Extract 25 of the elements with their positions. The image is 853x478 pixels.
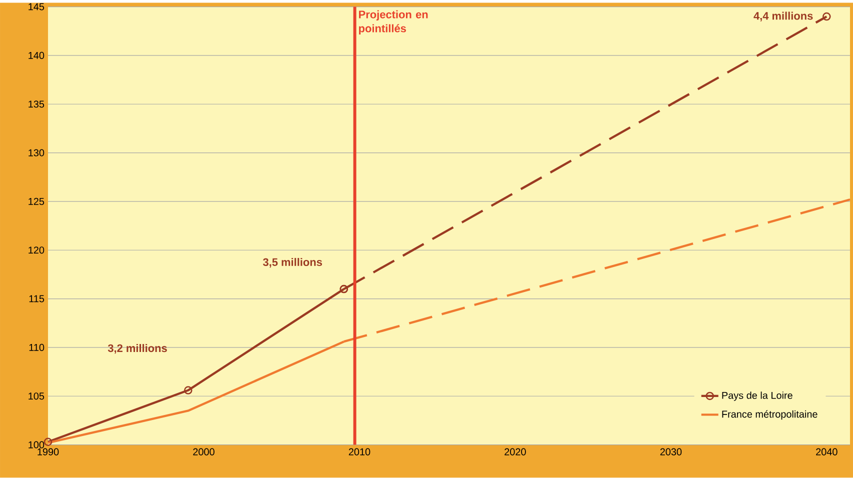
y-tick-label: 110 — [29, 344, 44, 352]
ref-line-label: Projection en pointillés — [359, 10, 428, 35]
y-tick-label: 125 — [28, 198, 44, 206]
annotation: 3,5 millions — [263, 258, 322, 268]
y-tick-label: 145 — [28, 3, 44, 10]
x-tick-label: 2030 — [660, 448, 682, 456]
y-tick-label: 115 — [29, 295, 44, 302]
y-tick-label: 140 — [28, 52, 44, 60]
y-tick-label: 135 — [28, 100, 44, 108]
y-tick-label: 130 — [28, 149, 44, 156]
legend-label: Pays de la Loire — [722, 392, 792, 401]
point — [184, 386, 192, 395]
y-tick-label: 105 — [28, 392, 44, 400]
x-tick-label: 2000 — [193, 448, 214, 456]
x-tick-label: 1990 — [38, 448, 59, 456]
annotation: 4,4 millions — [754, 12, 813, 22]
point — [822, 12, 831, 21]
y-tick-label: 100 — [28, 441, 44, 448]
x-tick-label: 2020 — [504, 448, 526, 456]
x-tick-label: 2040 — [816, 448, 838, 456]
legend-label: France métropolitaine — [722, 410, 818, 420]
x-tick-label: 2010 — [348, 448, 370, 456]
point — [44, 438, 52, 446]
annotation: 3,2 millions — [108, 344, 167, 354]
y-tick-label: 120 — [28, 246, 44, 254]
